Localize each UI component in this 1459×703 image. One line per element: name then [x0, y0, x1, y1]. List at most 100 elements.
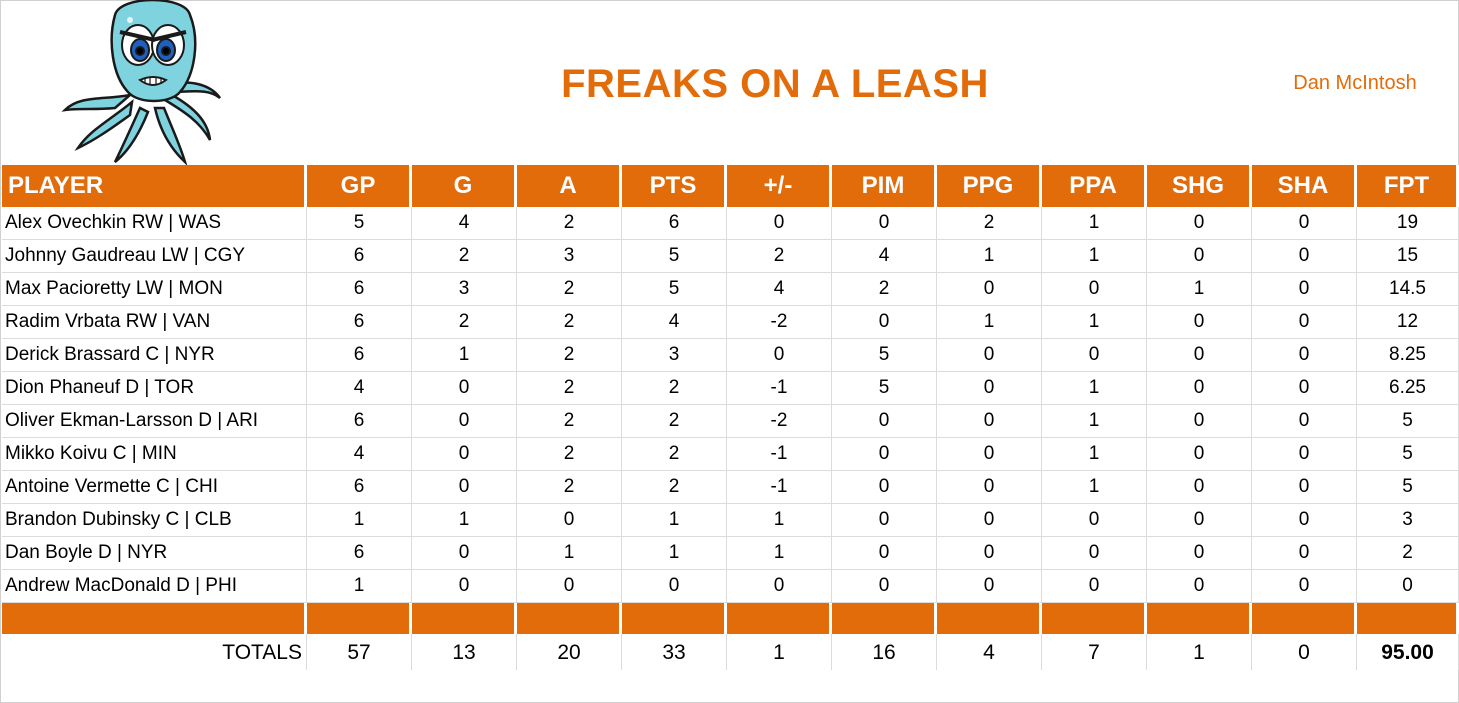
table-row: Dion Phaneuf D | TOR 4 0 2 2 -1 5 0 1 0 0 6.25	[2, 372, 1459, 405]
stat-cell-shg: 0	[1147, 504, 1252, 537]
stat-cell-gp: 6	[307, 405, 412, 438]
column-header-fpt: FPT	[1357, 165, 1459, 207]
totals-row: TOTALS 57 13 20 33 1 16 4 7 1 0 95.00	[2, 634, 1459, 670]
column-header-gp: GP	[307, 165, 412, 207]
stat-cell-pim: 5	[832, 339, 937, 372]
stat-cell-pts: 3	[622, 339, 727, 372]
table-row: Antoine Vermette C | CHI 6 0 2 2 -1 0 0 1 0 0 5	[2, 471, 1459, 504]
table-row: Derick Brassard C | NYR 6 1 2 3 0 5 0 0 0 0 8.25	[2, 339, 1459, 372]
stat-cell-a: 2	[517, 372, 622, 405]
player-name-cell: Johnny Gaudreau LW | CGY	[2, 240, 307, 273]
total-g: 13	[412, 634, 517, 670]
stat-cell-pts: 1	[622, 504, 727, 537]
table-row: Dan Boyle D | NYR 6 0 1 1 1 0 0 0 0 0 2	[2, 537, 1459, 570]
column-header-ppa: PPA	[1042, 165, 1147, 207]
stat-cell-fpt: 19	[1357, 207, 1459, 240]
stat-cell-pts: 1	[622, 537, 727, 570]
stat-cell-a: 2	[517, 405, 622, 438]
stat-cell-sha: 0	[1252, 504, 1357, 537]
stat-cell-plus-minus: -1	[727, 471, 832, 504]
band-cell	[307, 603, 412, 634]
stat-cell-pts: 2	[622, 405, 727, 438]
stat-cell-pim: 0	[832, 405, 937, 438]
stat-cell-fpt: 5	[1357, 471, 1459, 504]
stat-cell-ppa: 0	[1042, 504, 1147, 537]
owner-name: Dan McIntosh	[1293, 72, 1417, 94]
stat-cell-ppa: 1	[1042, 207, 1147, 240]
stat-cell-shg: 0	[1147, 240, 1252, 273]
stat-cell-plus-minus: 0	[727, 207, 832, 240]
stat-cell-ppg: 0	[937, 405, 1042, 438]
stat-cell-sha: 0	[1252, 372, 1357, 405]
stat-cell-fpt: 14.5	[1357, 273, 1459, 306]
stat-cell-fpt: 12	[1357, 306, 1459, 339]
total-sha: 0	[1252, 634, 1357, 670]
stat-cell-sha: 0	[1252, 471, 1357, 504]
stat-cell-ppg: 0	[937, 273, 1042, 306]
column-header-pts: PTS	[622, 165, 727, 207]
stat-cell-shg: 1	[1147, 273, 1252, 306]
stat-cell-ppg: 1	[937, 240, 1042, 273]
total-plus-minus: 1	[727, 634, 832, 670]
stat-cell-gp: 4	[307, 372, 412, 405]
stat-cell-g: 0	[412, 372, 517, 405]
octopus-logo	[60, 0, 225, 167]
stat-cell-ppg: 1	[937, 306, 1042, 339]
stat-cell-pim: 0	[832, 537, 937, 570]
stat-cell-g: 1	[412, 339, 517, 372]
table-row: Andrew MacDonald D | PHI 1 0 0 0 0 0 0 0 0 0 0	[2, 570, 1459, 603]
band-cell	[412, 603, 517, 634]
stat-cell-shg: 0	[1147, 306, 1252, 339]
stat-cell-pts: 2	[622, 438, 727, 471]
stat-cell-ppg: 0	[937, 372, 1042, 405]
stat-cell-g: 4	[412, 207, 517, 240]
stat-cell-gp: 6	[307, 339, 412, 372]
stat-cell-ppg: 0	[937, 570, 1042, 603]
stat-cell-gp: 1	[307, 504, 412, 537]
stat-cell-a: 2	[517, 273, 622, 306]
stat-cell-ppa: 1	[1042, 471, 1147, 504]
stat-cell-g: 3	[412, 273, 517, 306]
stat-cell-plus-minus: 4	[727, 273, 832, 306]
stat-cell-sha: 0	[1252, 405, 1357, 438]
stat-cell-g: 1	[412, 504, 517, 537]
total-gp: 57	[307, 634, 412, 670]
header-row: PLAYER GP G A PTS +/- PIM PPG PPA SHG SH…	[2, 165, 1459, 207]
stat-cell-pim: 4	[832, 240, 937, 273]
octopus-logo-graphic	[61, 0, 222, 167]
player-name-cell: Radim Vrbata RW | VAN	[2, 306, 307, 339]
stat-cell-ppa: 1	[1042, 306, 1147, 339]
band-cell	[1252, 603, 1357, 634]
stat-cell-ppg: 0	[937, 471, 1042, 504]
stat-cell-g: 2	[412, 306, 517, 339]
stat-cell-sha: 0	[1252, 339, 1357, 372]
stat-cell-gp: 6	[307, 240, 412, 273]
stat-cell-pim: 5	[832, 372, 937, 405]
table-row: Brandon Dubinsky C | CLB 1 1 0 1 1 0 0 0 0 0 3	[2, 504, 1459, 537]
player-name-cell: Dion Phaneuf D | TOR	[2, 372, 307, 405]
band-cell	[1042, 603, 1147, 634]
column-header-plus-minus: +/-	[727, 165, 832, 207]
stat-cell-a: 2	[517, 207, 622, 240]
stat-cell-pim: 0	[832, 471, 937, 504]
table-row: Max Pacioretty LW | MON 6 3 2 5 4 2 0 0 1 0 14.5	[2, 273, 1459, 306]
band-cell	[937, 603, 1042, 634]
stat-cell-pim: 0	[832, 438, 937, 471]
stat-cell-ppa: 0	[1042, 537, 1147, 570]
stat-cell-plus-minus: -2	[727, 405, 832, 438]
stat-cell-gp: 5	[307, 207, 412, 240]
stat-cell-ppg: 0	[937, 537, 1042, 570]
stat-cell-plus-minus: 1	[727, 504, 832, 537]
stat-cell-ppa: 1	[1042, 240, 1147, 273]
stat-cell-g: 2	[412, 240, 517, 273]
stat-cell-pts: 0	[622, 570, 727, 603]
stat-cell-fpt: 6.25	[1357, 372, 1459, 405]
table-row: Oliver Ekman-Larsson D | ARI 6 0 2 2 -2 0 0 1 0 0 5	[2, 405, 1459, 438]
stat-cell-pim: 0	[832, 207, 937, 240]
band-cell	[1357, 603, 1459, 634]
stat-cell-plus-minus: -1	[727, 438, 832, 471]
totals-label: TOTALS	[2, 634, 307, 670]
column-header-g: G	[412, 165, 517, 207]
stat-cell-shg: 0	[1147, 207, 1252, 240]
stat-cell-fpt: 5	[1357, 405, 1459, 438]
